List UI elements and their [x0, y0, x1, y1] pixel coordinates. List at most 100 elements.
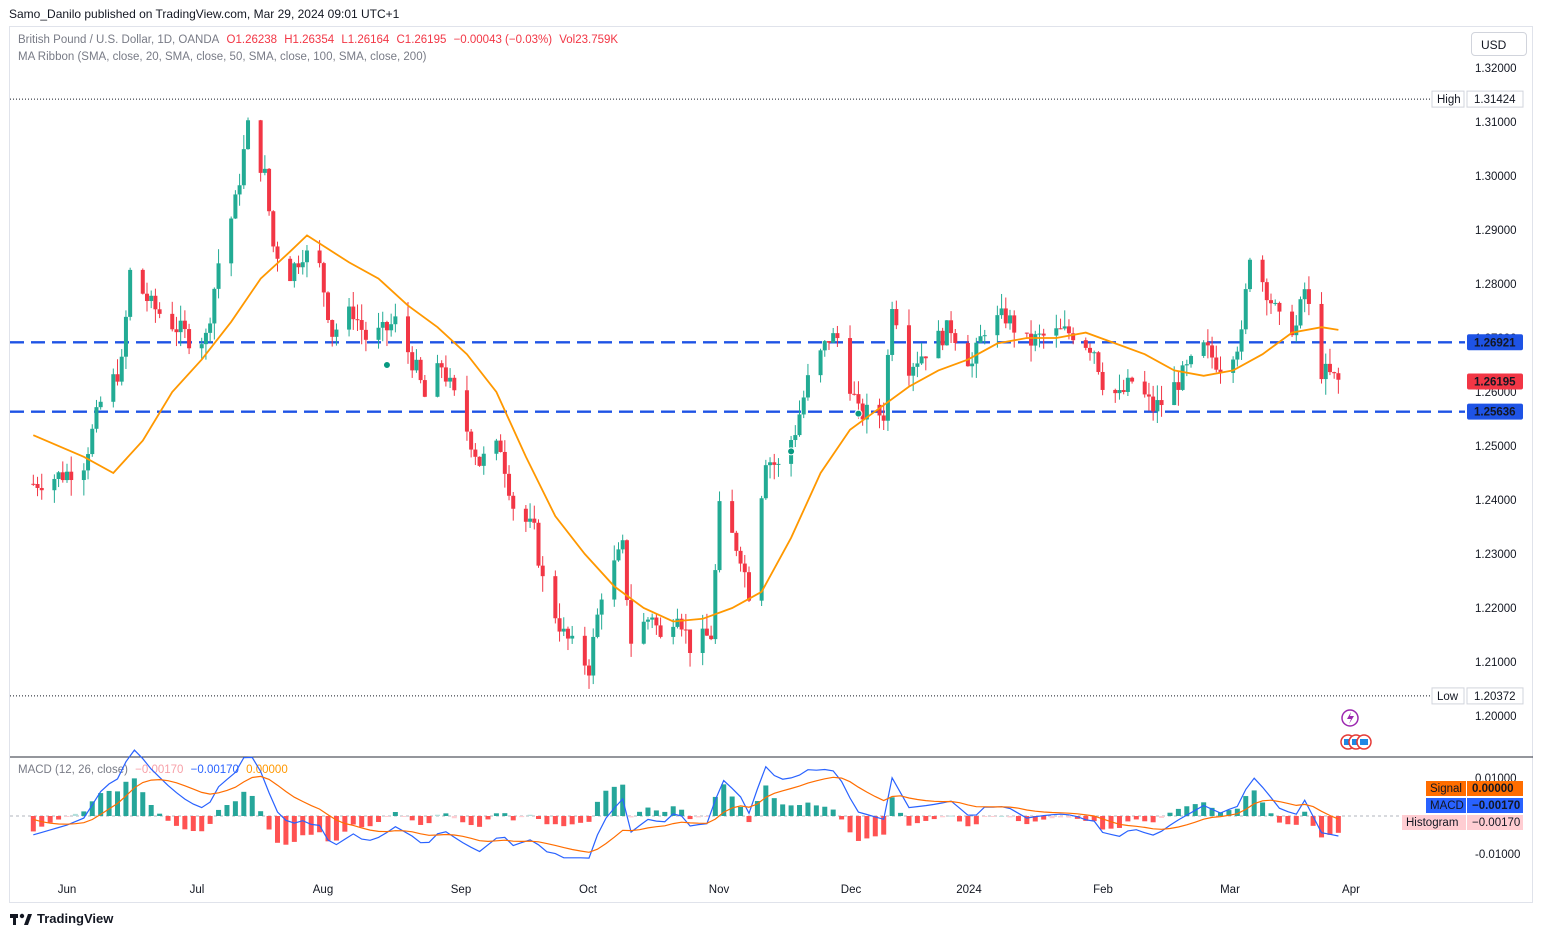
macd-legend[interactable]: MACD (12, 26, close) −0.00170 −0.00170 0…: [18, 764, 292, 776]
macd-histogram-bar: [392, 812, 398, 816]
candle-up: [561, 628, 566, 632]
candle-up: [203, 332, 208, 345]
macd-histogram-bar: [536, 816, 542, 819]
macd-histogram-bar: [64, 816, 70, 817]
macd-histogram-bar: [502, 813, 508, 816]
candle-down: [1264, 282, 1269, 301]
candle-up: [481, 453, 486, 466]
macd-histogram-bar: [1007, 816, 1013, 818]
candle-up: [393, 316, 398, 325]
macd-histogram-bar: [780, 804, 786, 816]
macd-histogram-bar: [1032, 816, 1038, 822]
macd-histogram-bar: [367, 816, 373, 827]
candle-down: [860, 403, 865, 420]
candle-down: [69, 471, 74, 481]
symbol-title: British Pound / U.S. Dollar, 1D, OANDA: [18, 34, 220, 46]
candle-down: [949, 320, 954, 334]
candle-down: [115, 374, 120, 382]
macd-histogram-bar: [990, 816, 996, 817]
macd-histogram-bar: [325, 816, 331, 842]
macd-histogram-bar: [645, 807, 651, 816]
candle-up: [1008, 315, 1013, 324]
ma-ribbon-legend[interactable]: MA Ribbon (SMA, close, 20, SMA, close, 5…: [18, 51, 427, 63]
currency-button[interactable]: USD: [1471, 32, 1527, 56]
high-tag-value-bg: [1466, 90, 1524, 108]
signal-dot: [382, 361, 391, 369]
macd-histogram-bar: [1167, 812, 1173, 816]
candle-up: [149, 295, 154, 302]
ohlc-high: H1.26354: [284, 34, 335, 46]
price-tick-label: 1.20000: [1475, 711, 1517, 723]
candle-up: [1054, 328, 1059, 336]
macd-histogram-bar: [738, 806, 744, 816]
candle-up: [65, 471, 69, 481]
candle-up: [241, 149, 246, 186]
macd-histogram-bar: [510, 816, 516, 821]
time-axis-label: Aug: [313, 884, 333, 896]
macd-histogram-bar: [1201, 802, 1207, 816]
macd-histogram-bar: [401, 816, 407, 817]
macd-histogram-bar: [662, 811, 668, 816]
candle-up: [1273, 302, 1278, 304]
macd-histogram-bar: [923, 816, 929, 821]
macd-histogram-bar: [173, 816, 179, 826]
candle-up: [595, 614, 600, 637]
candle-up: [246, 120, 251, 150]
candle-down: [31, 483, 36, 485]
macd-histogram-bar: [241, 791, 247, 816]
macd-tag-label-bg: [1426, 798, 1466, 813]
macd-histogram-bar: [266, 816, 272, 830]
hist-tag-value: −0.00170: [1472, 817, 1520, 829]
candle-up: [793, 435, 798, 441]
candle-down: [258, 120, 263, 173]
candle-down: [683, 629, 688, 631]
macd-histogram-bar: [148, 805, 154, 816]
candle-down: [704, 628, 709, 636]
macd-histogram-bar: [1024, 816, 1030, 825]
candle-down: [1012, 315, 1017, 333]
macd-histogram-bar: [712, 796, 718, 816]
candle-down: [965, 342, 970, 367]
macd-histogram-bar: [999, 815, 1005, 817]
macd-histogram-bar: [1083, 816, 1089, 821]
tradingview-logo[interactable]: TradingView: [10, 911, 113, 926]
candle-down: [1100, 371, 1105, 390]
macd-histogram-bar: [333, 816, 339, 841]
low-tag-value-bg: [1466, 687, 1524, 705]
macd-title: MACD (12, 26, close): [18, 764, 128, 776]
macd-histogram-bar: [847, 816, 853, 833]
macd-histogram-bar: [704, 816, 710, 817]
macd-histogram-bar: [157, 813, 163, 816]
macd-histogram-bar: [72, 813, 78, 816]
hist-tag-label-bg: [1402, 815, 1466, 830]
candle-up: [111, 374, 116, 402]
macd-histogram-bar: [906, 816, 912, 826]
support-tag: 1.25636: [1474, 407, 1516, 419]
candle-up: [1302, 289, 1307, 300]
candle-up: [376, 327, 381, 340]
signal-tag-label: Signal: [1430, 783, 1462, 795]
macd-histogram-bar: [1209, 807, 1215, 816]
candle-down: [507, 473, 512, 496]
candle-down: [877, 404, 882, 416]
candle-up: [178, 320, 183, 333]
candle-down: [321, 263, 326, 293]
candle-down: [835, 333, 840, 339]
candle-up: [1184, 364, 1189, 366]
candle-down: [317, 250, 322, 264]
candle-up: [797, 414, 802, 436]
candle-down: [355, 319, 360, 321]
macd-histogram-bar: [1091, 816, 1097, 822]
macd-histogram-bar: [485, 816, 491, 820]
macd-histogram-bar: [89, 801, 95, 816]
symbol-legend[interactable]: British Pound / U.S. Dollar, 1D, OANDA O…: [18, 34, 622, 46]
candle-down: [498, 440, 503, 452]
candle-down: [629, 600, 634, 644]
macd-histogram-bar: [1243, 796, 1249, 816]
candle-down: [848, 338, 853, 394]
macd-histogram-bar: [813, 805, 819, 816]
candle-down: [384, 322, 389, 331]
candle-down: [275, 246, 280, 259]
candle-up: [1239, 329, 1244, 352]
